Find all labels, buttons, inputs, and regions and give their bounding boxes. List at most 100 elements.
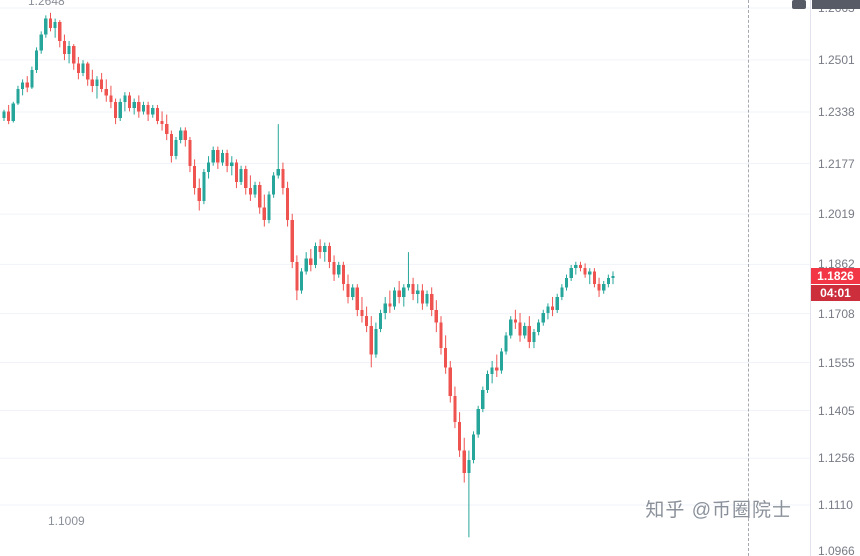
candle-body	[244, 168, 248, 189]
candle-body	[109, 95, 113, 102]
candle-body	[16, 88, 20, 104]
candle-body	[123, 95, 127, 102]
candle-body	[239, 168, 243, 182]
candle-body	[406, 284, 411, 288]
cropped-header-fragment-small	[792, 0, 806, 9]
candle-body	[513, 319, 517, 323]
candle-body	[499, 351, 504, 371]
candle-body	[588, 271, 592, 275]
watermark: 知乎 @币圈院士	[645, 500, 792, 521]
candle-body	[76, 63, 80, 73]
candle-body	[104, 88, 108, 96]
candle-body	[90, 79, 94, 86]
candle-body	[234, 162, 239, 182]
candle-body	[188, 140, 192, 166]
candle-body	[309, 258, 313, 265]
candle-body	[169, 133, 173, 157]
candle-body	[285, 188, 290, 221]
price-axis-tick: 1.1256	[818, 451, 855, 466]
candle-body	[378, 312, 383, 329]
candle-body	[34, 50, 39, 70]
candle-body	[490, 367, 494, 374]
candle-body	[397, 290, 401, 297]
candle-body	[262, 207, 266, 221]
candle-body	[206, 162, 211, 173]
candle-body	[2, 111, 6, 118]
candle-body	[583, 268, 587, 275]
candle-body	[72, 45, 76, 64]
candle-body	[183, 130, 187, 141]
price-axis-tick-partial: 1.0966	[818, 544, 855, 556]
candle-body	[560, 287, 564, 297]
candle-body	[341, 264, 345, 285]
candle-body	[86, 63, 90, 80]
candlestick-chart[interactable]	[0, 0, 810, 556]
price-axis-tick: 1.1862	[818, 257, 855, 272]
price-axis-border	[810, 0, 811, 556]
candle-body	[267, 194, 271, 221]
candle-body	[569, 268, 573, 278]
candle-body	[179, 130, 183, 141]
price-axis-tick: 1.1405	[818, 403, 855, 418]
candle-body	[39, 34, 43, 51]
candle-body	[597, 284, 601, 291]
price-axis-tick: 1.1555	[818, 355, 855, 370]
candle-body	[402, 287, 406, 297]
candle-body	[225, 152, 229, 166]
candle-body	[360, 309, 364, 317]
candle-body	[485, 373, 490, 390]
current-price-badge: 1.1826	[811, 267, 860, 284]
price-axis-tick: 1.2019	[818, 207, 855, 222]
candle-body	[444, 348, 448, 368]
candle-body	[151, 108, 155, 115]
candle-body	[81, 63, 85, 73]
candle-body	[606, 277, 610, 285]
price-axis-tick: 1.1708	[818, 306, 855, 321]
candle-body	[146, 104, 150, 115]
candle-body	[155, 108, 160, 121]
candle-body	[165, 124, 169, 134]
candle-body	[53, 21, 57, 29]
candle-body	[127, 95, 132, 109]
candle-body	[527, 325, 531, 342]
candle-body	[509, 319, 513, 336]
candle-body	[230, 162, 234, 166]
candle-body	[448, 367, 452, 397]
candle-body	[313, 245, 318, 265]
candle-body	[304, 258, 308, 272]
candle-body	[430, 293, 434, 310]
candle-body	[100, 79, 104, 89]
candle-body	[95, 79, 99, 86]
candle-body	[392, 290, 397, 307]
price-axis-tick: 1.1110	[818, 497, 853, 512]
candle-body	[216, 149, 220, 163]
candle-body	[495, 367, 499, 371]
candle-body	[346, 284, 350, 297]
candle-body	[476, 408, 480, 435]
candle-body	[48, 18, 53, 29]
candle-body	[532, 332, 536, 342]
candle-body	[7, 111, 11, 121]
price-axis-tick: 1.2501	[818, 52, 855, 67]
candle-body	[20, 82, 25, 89]
candle-body	[281, 168, 285, 189]
candle-body	[578, 264, 583, 269]
candle-body	[272, 175, 276, 195]
candle-body	[416, 290, 420, 294]
candle-body	[118, 101, 122, 118]
candle-body	[220, 152, 225, 163]
candle-body	[44, 18, 48, 35]
candle-body	[323, 245, 327, 253]
candle-body	[467, 460, 471, 473]
candle-body	[113, 101, 118, 118]
candle-body	[258, 184, 262, 208]
candle-body	[248, 188, 252, 195]
candle-body	[137, 101, 141, 112]
candle-body	[574, 264, 578, 269]
candle-body	[471, 434, 476, 461]
candle-body	[425, 293, 429, 304]
candle-body	[141, 104, 146, 112]
candle-body	[462, 450, 466, 473]
candle-body	[537, 322, 541, 333]
candle-body	[365, 316, 369, 326]
